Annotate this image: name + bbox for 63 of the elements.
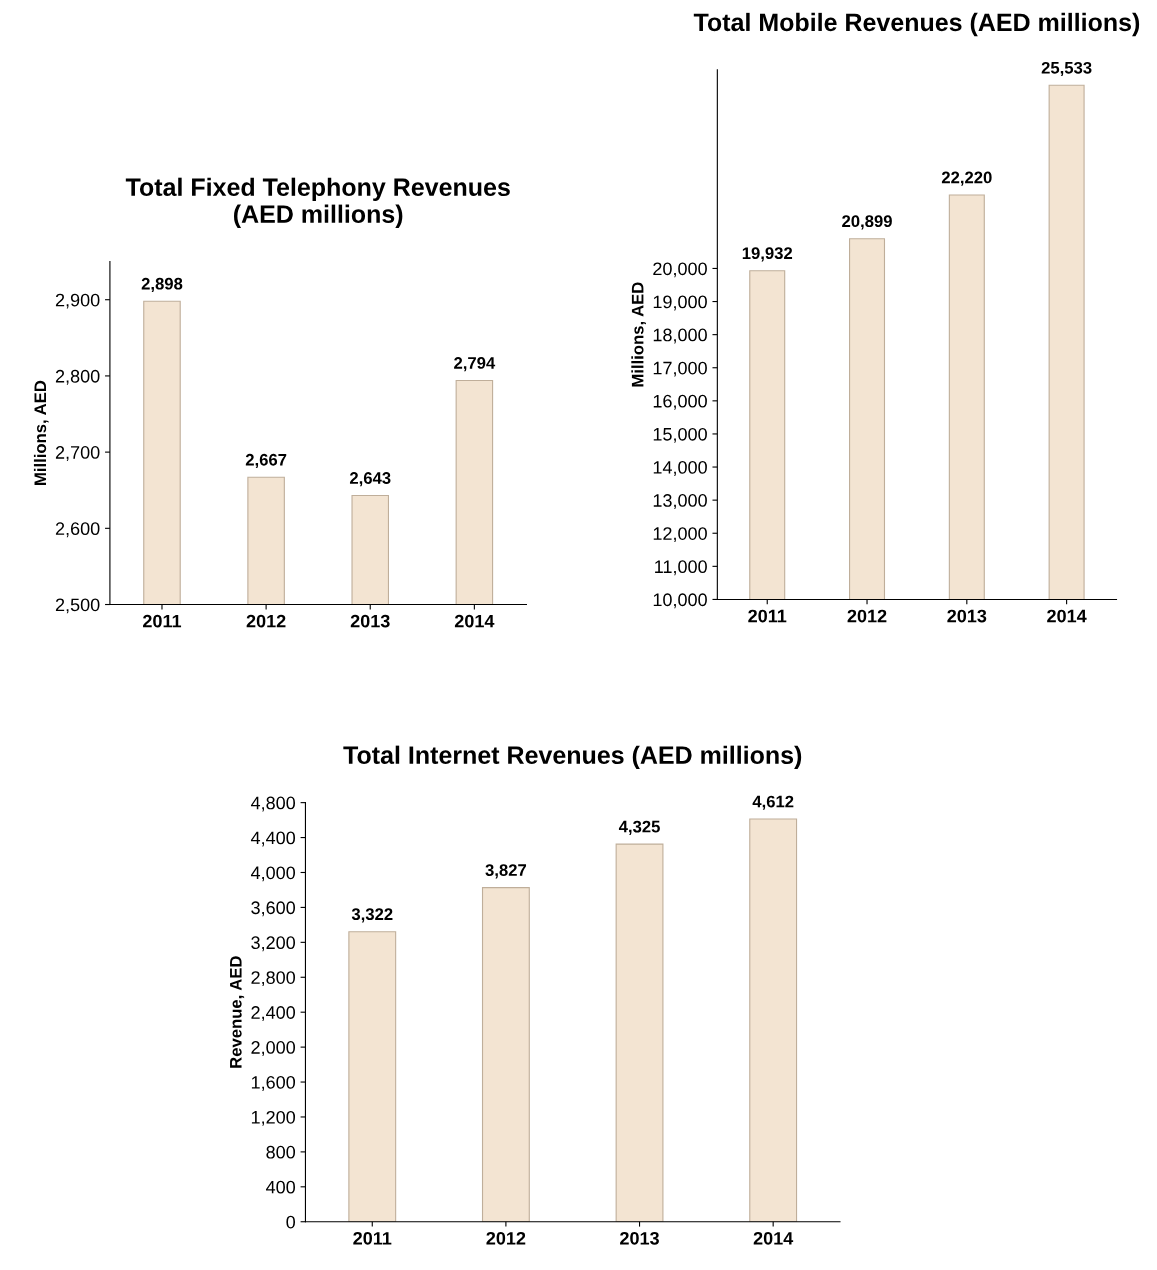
x-tick-label: 2012 — [847, 609, 887, 623]
y-axis-title: Millions, AED — [631, 282, 646, 387]
y-axis-title: Revenue, AED — [230, 956, 245, 1068]
data-label: 25,533 — [1041, 61, 1092, 77]
y-tick-label: 3,600 — [251, 901, 296, 917]
bar — [481, 887, 530, 1222]
x-tick-label: 2013 — [620, 1231, 659, 1245]
data-label: 2,667 — [245, 453, 287, 469]
y-tick-label: 1,200 — [251, 1110, 296, 1126]
y-tick-label: 10,000 — [653, 593, 707, 609]
data-label: 3,827 — [485, 864, 527, 879]
y-tick-label: 2,900 — [55, 293, 100, 309]
y-tick-label: 4,400 — [250, 831, 296, 847]
y-tick-label: 16,000 — [653, 394, 707, 410]
x-tick-label: 2014 — [454, 614, 495, 628]
x-tick-label: 2011 — [748, 609, 787, 623]
y-tick-label: 2,500 — [55, 598, 100, 614]
x-tick-label: 2014 — [1047, 609, 1087, 623]
data-label: 2,794 — [454, 357, 496, 372]
y-tick-label: 19,000 — [653, 295, 707, 311]
y-tick-label: 1,600 — [251, 1075, 296, 1091]
x-tick-label: 2012 — [486, 1231, 526, 1245]
y-tick-label: 0 — [286, 1215, 296, 1229]
y-tick-label: 800 — [266, 1145, 296, 1159]
y-tick-label: 2,000 — [251, 1041, 296, 1056]
y-tick-label: 4,800 — [250, 796, 296, 812]
chart-title: Total Internet Revenues (AED millions) — [343, 745, 802, 769]
data-label: 19,932 — [742, 247, 793, 262]
x-tick-label: 2011 — [353, 1231, 392, 1245]
x-tick-label: 2011 — [143, 614, 182, 628]
data-label: 22,220 — [941, 171, 992, 186]
y-tick-label: 20,000 — [653, 262, 707, 278]
y-tick-label: 400 — [266, 1180, 296, 1194]
data-label: 4,612 — [752, 795, 794, 810]
y-tick-label: 2,400 — [251, 1006, 296, 1022]
y-tick-label: 2,700 — [55, 446, 100, 461]
y-tick-label: 11,000 — [655, 560, 707, 576]
y-tick-label: 2,800 — [251, 971, 296, 987]
x-tick-label: 2013 — [947, 609, 987, 623]
x-tick-label: 2013 — [350, 614, 390, 628]
y-tick-label: 18,000 — [653, 328, 707, 344]
y-tick-label: 2,600 — [55, 522, 100, 538]
y-tick-label: 13,000 — [653, 494, 707, 509]
chart-title: Total Fixed Telephony Revenues (AED millions) — [125, 177, 510, 228]
y-tick-label: 12,000 — [653, 527, 707, 543]
data-label: 20,899 — [842, 215, 892, 230]
y-tick-label: 4,000 — [250, 866, 296, 882]
data-label: 3,322 — [351, 908, 393, 923]
y-axis-title: Millions, AED — [33, 380, 49, 485]
y-tick-label: 15,000 — [653, 427, 707, 443]
y-tick-label: 2,800 — [55, 369, 100, 385]
x-tick-label: 2014 — [753, 1231, 794, 1245]
bar — [749, 818, 798, 1222]
y-tick-label: 17,000 — [653, 361, 707, 377]
bar — [615, 843, 664, 1222]
y-tick-label: 14,000 — [653, 460, 707, 476]
x-tick-label: 2012 — [246, 614, 286, 628]
y-tick-label: 3,200 — [251, 936, 296, 952]
data-label: 2,898 — [141, 277, 183, 293]
bar — [348, 931, 397, 1222]
data-label: 4,325 — [618, 820, 660, 835]
chart-title: Total Mobile Revenues (AED millions) — [693, 12, 1140, 37]
data-label: 2,643 — [349, 472, 391, 487]
